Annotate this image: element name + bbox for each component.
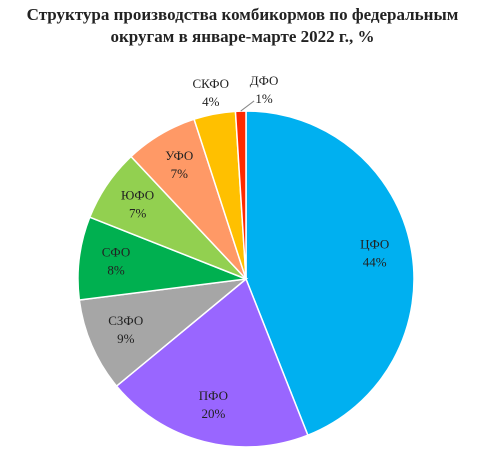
slice-label: СКФО	[192, 76, 229, 91]
value-label: 7%	[129, 205, 147, 220]
value-label: 1%	[255, 91, 273, 106]
slice-label: ЦФО	[360, 236, 389, 251]
slice-label: УФО	[165, 148, 193, 163]
slice-label: ЮФО	[121, 187, 154, 202]
slice-label: ПФО	[199, 388, 228, 403]
pie-slice	[245, 110, 415, 437]
leader-line	[240, 100, 255, 112]
value-label: 4%	[202, 94, 220, 109]
slice-label: СЗФО	[108, 313, 143, 328]
slice-label: ДФО	[250, 73, 279, 88]
slice-label: СФО	[102, 245, 131, 260]
chart-title: Структура производства комбикормов по фе…	[26, 5, 459, 46]
pie-slice	[78, 277, 249, 388]
pie-slice	[115, 277, 309, 448]
value-label: 20%	[201, 406, 225, 421]
value-label: 8%	[107, 263, 125, 278]
pie-slice	[234, 110, 247, 280]
value-label: 7%	[171, 166, 189, 181]
value-label: 44%	[363, 254, 387, 269]
value-label: 9%	[117, 331, 135, 346]
